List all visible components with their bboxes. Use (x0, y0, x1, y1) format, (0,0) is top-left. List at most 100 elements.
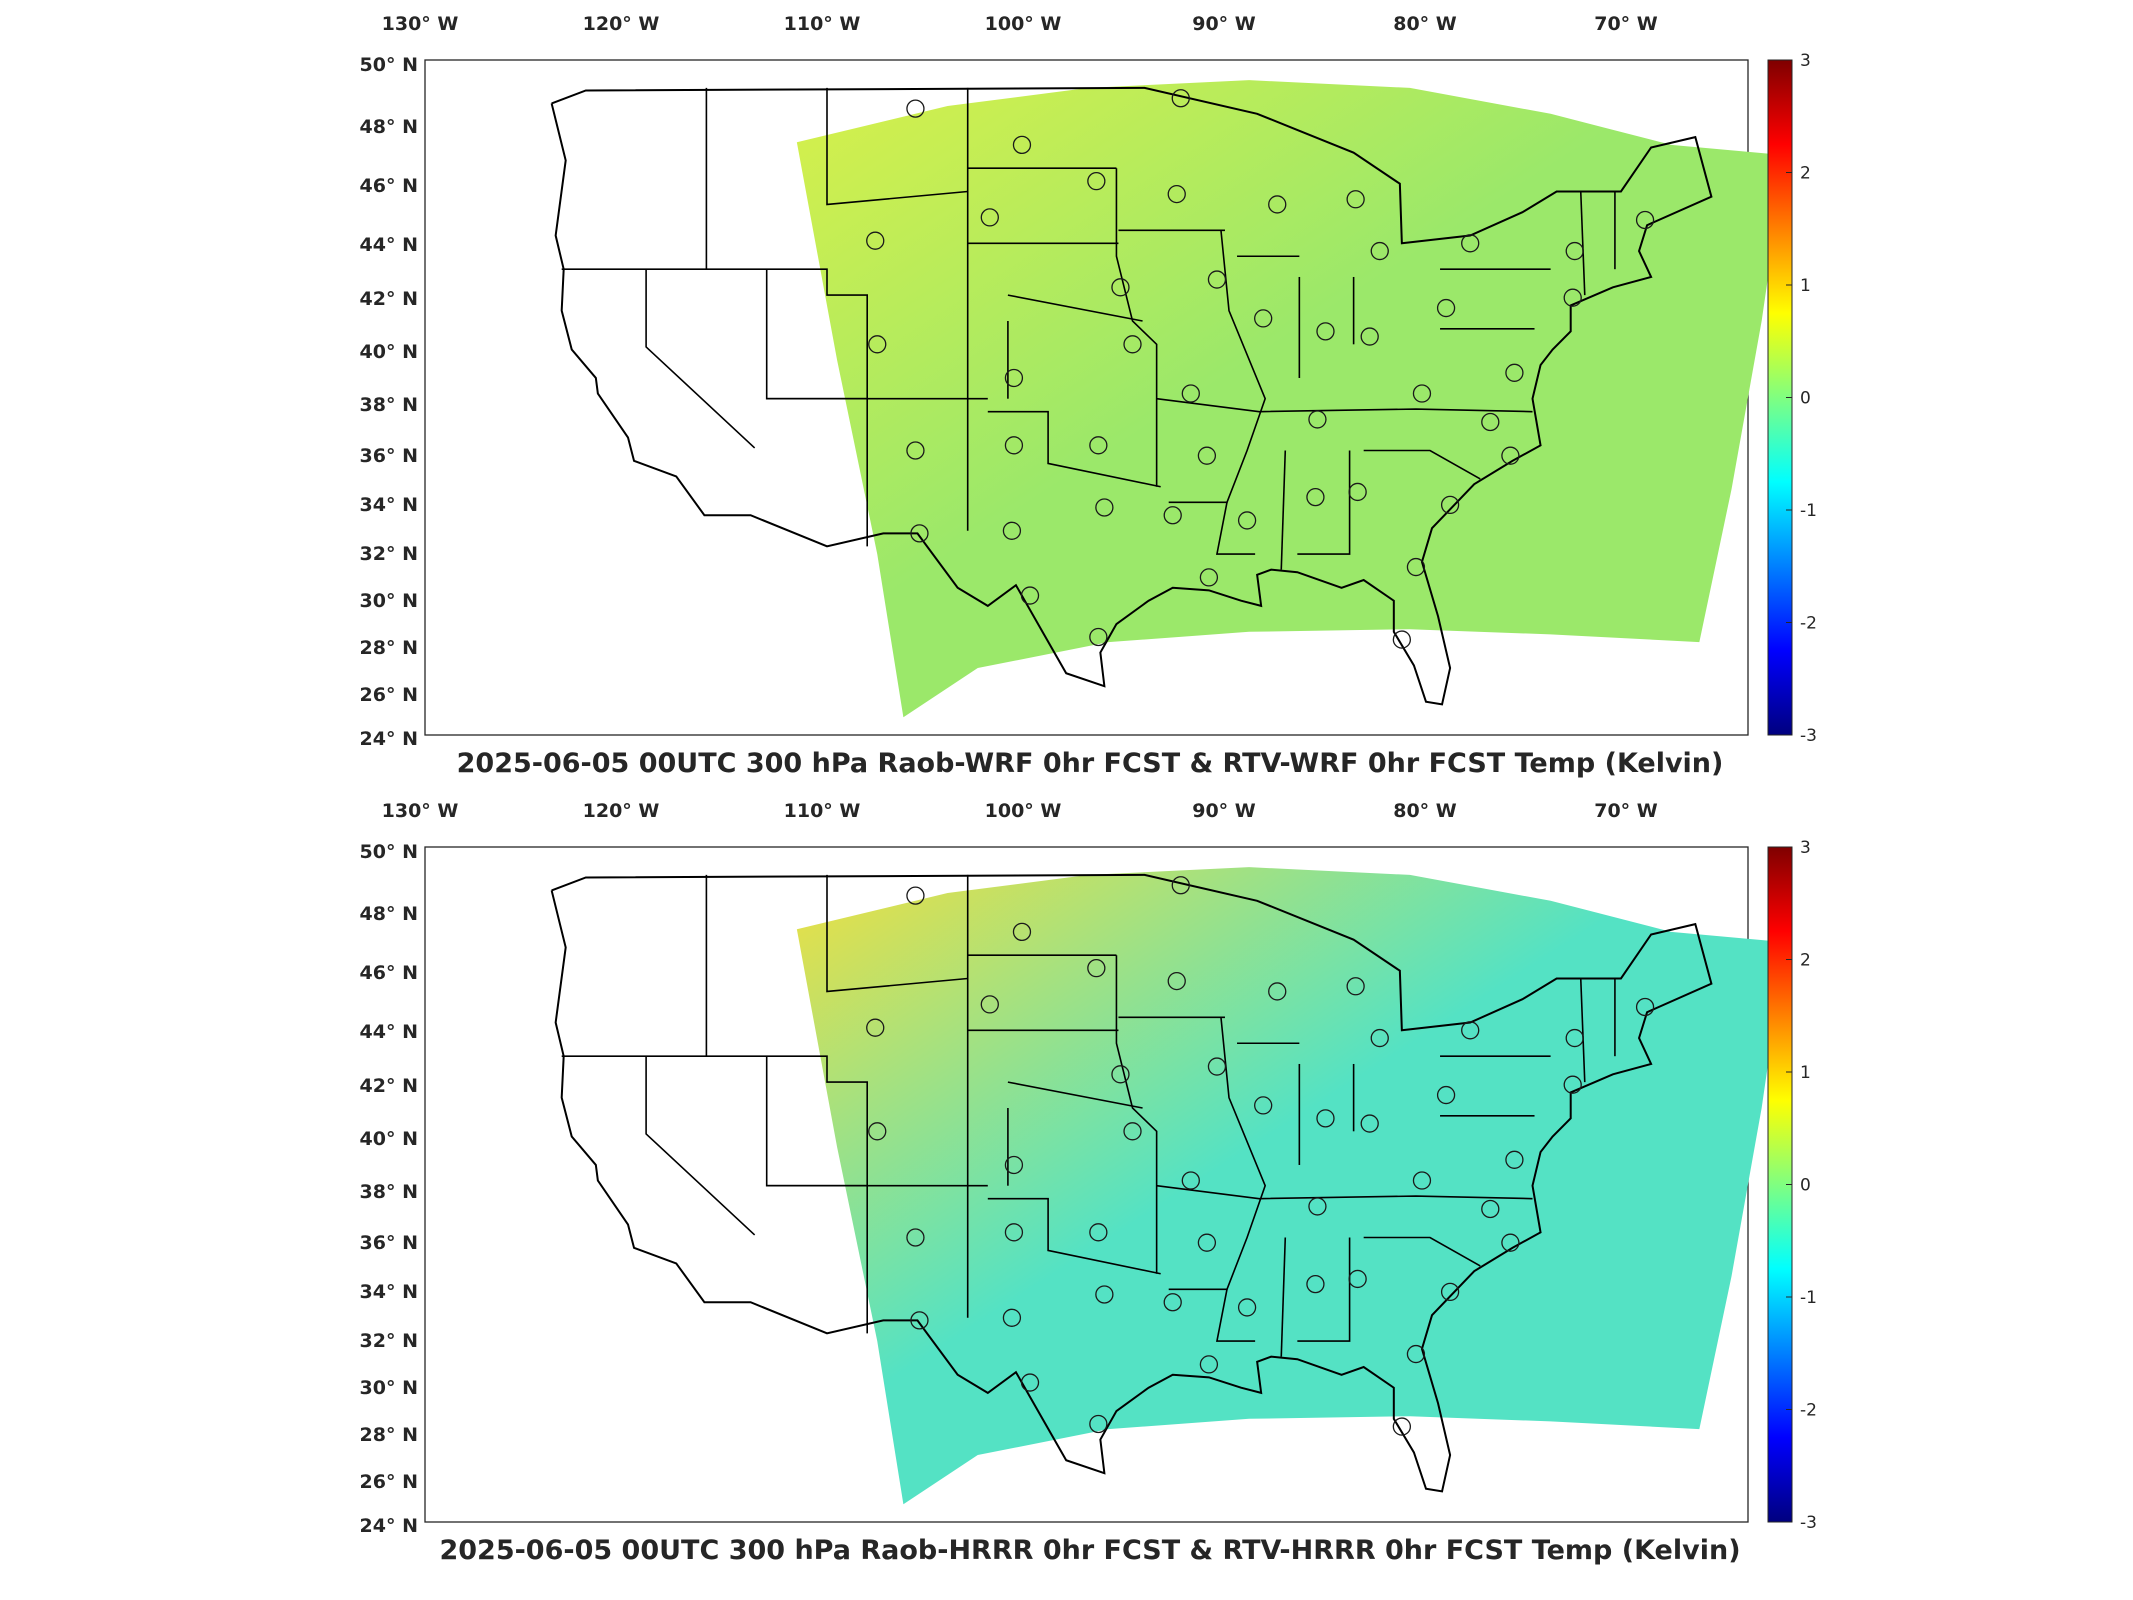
raob-station-marker (1111, 278, 1130, 297)
state-boundary (1156, 397, 1533, 413)
colorbar-tick-label: 1 (1800, 1063, 1811, 1083)
state-boundary (1280, 1237, 1287, 1357)
raob-station-marker (1237, 1298, 1257, 1317)
state-boundary (1168, 501, 1256, 555)
latitude-label: 26° N (360, 684, 418, 706)
longitude-label: 100° W (985, 800, 1062, 822)
raob-station-marker (1207, 270, 1227, 289)
raob-station-marker (868, 335, 887, 354)
coastline (550, 86, 1713, 706)
longitude-label: 100° W (985, 13, 1062, 35)
raob-station-marker (1004, 1223, 1024, 1242)
raob-station-marker (1089, 1223, 1108, 1242)
raob-station-marker (980, 208, 999, 227)
raob-station-marker (1412, 1171, 1432, 1190)
raob-station-marker (1306, 487, 1325, 507)
raob-station-marker (1346, 977, 1365, 996)
longitude-label: 120° W (583, 800, 660, 822)
raob-station-marker (1563, 288, 1582, 307)
state-boundary (645, 1056, 756, 1236)
raob-station-marker (1412, 384, 1432, 403)
latitude-label: 50° N (360, 841, 418, 863)
raob-station-marker (1095, 498, 1114, 517)
state-boundary (1115, 168, 1158, 487)
raob-station-marker (1436, 1085, 1456, 1105)
raob-station-marker (1505, 363, 1524, 382)
raob-station-marker (1207, 1057, 1227, 1076)
raob-station-marker (1360, 1114, 1379, 1133)
raob-station-marker (1481, 412, 1500, 432)
raob-station-marker (1089, 627, 1108, 647)
raob-station-marker (1635, 210, 1655, 230)
raob-station-marker (1171, 876, 1190, 895)
longitude-label: 90° W (1192, 800, 1256, 822)
raob-station-marker (1254, 1096, 1273, 1115)
raob-station-marker (1440, 1282, 1460, 1302)
latitude-label: 44° N (360, 234, 418, 256)
raob-station-marker (1181, 384, 1200, 403)
latitude-label: 46° N (360, 175, 418, 197)
latitude-label: 32° N (360, 1330, 418, 1352)
raob-station-marker (1268, 982, 1287, 1001)
raob-station-marker (1181, 1171, 1200, 1190)
state-boundary (1297, 1237, 1351, 1342)
latitude-label: 26° N (360, 1471, 418, 1493)
longitude-label: 130° W (382, 800, 459, 822)
latitude-label: 38° N (360, 1181, 418, 1203)
raob-station-marker (1346, 190, 1365, 209)
raob-station-marker (1012, 135, 1032, 155)
raob-station-marker (1089, 436, 1108, 455)
raob-station-marker (1002, 521, 1022, 540)
latitude-label: 24° N (360, 728, 418, 750)
raob-station-marker (1436, 298, 1456, 318)
raob-station-marker (1316, 322, 1335, 341)
raob-station-marker (1254, 309, 1273, 328)
map-canvas: 130° W 120° W 110° W 100° W 90° W 80° W 70° W 5… (360, 800, 1817, 1537)
raob-station-marker (906, 441, 925, 460)
colorbar-tick-label: 0 (1800, 389, 1811, 409)
state-boundary (826, 874, 968, 993)
raob-station-marker (1306, 1274, 1325, 1294)
raob-station-marker (1163, 1293, 1182, 1312)
state-boundary (1220, 1017, 1267, 1290)
latitude-label: 28° N (360, 637, 418, 659)
colorbar-tick-label: 2 (1800, 951, 1811, 971)
raob-station-marker (1123, 335, 1142, 354)
colorbar-tick-label: 0 (1800, 1176, 1811, 1196)
longitude-label: 80° W (1393, 13, 1457, 35)
raob-station-marker (1635, 997, 1655, 1017)
raob-station-marker (868, 1122, 887, 1141)
raob-station-marker (1348, 482, 1367, 502)
colorbar-tick-label: -2 (1800, 1401, 1817, 1421)
raob-station-marker (1308, 410, 1327, 429)
raob-station-marker (1089, 1414, 1108, 1434)
raob-station-marker (1197, 446, 1217, 465)
raob-station-marker (1505, 1150, 1524, 1169)
state-boundary (1115, 955, 1158, 1274)
raob-station-marker (1237, 511, 1257, 530)
state-boundary (1007, 294, 1143, 322)
raob-station-marker (1111, 1065, 1130, 1084)
temperature-difference-field (796, 867, 1786, 1505)
map-panel-top: 130° W 120° W 110° W 100° W 90° W 80° W 70° W 5… (0, 0, 2133, 790)
colorbar-tick-label: 1 (1800, 276, 1811, 296)
longitude-label: 110° W (784, 13, 861, 35)
state-boundary (987, 1197, 1161, 1275)
colorbar-tick-label: -1 (1800, 1288, 1817, 1308)
state-boundary (1579, 191, 1586, 296)
latitude-label: 32° N (360, 543, 418, 565)
latitude-label: 42° N (360, 288, 418, 310)
state-boundary (1007, 1081, 1143, 1109)
raob-station-marker (910, 524, 929, 543)
map-panel-bottom: 130° W 120° W 110° W 100° W 90° W 80° W 70° W 5… (0, 787, 2133, 1577)
state-boundary (987, 410, 1161, 488)
raob-station-marker (1199, 1355, 1219, 1374)
latitude-label: 24° N (360, 1515, 418, 1537)
colorbar-tick-label: 2 (1800, 164, 1811, 184)
temperature-difference-field (796, 80, 1786, 718)
colorbar-tick-label: -1 (1800, 501, 1817, 521)
raob-station-marker (1360, 327, 1379, 346)
map-title: 2025-06-05 00UTC 300 hPa Raob-HRRR 0hr F… (439, 1535, 1741, 1566)
longitude-label: 110° W (784, 800, 861, 822)
colorbar-tick-label: 3 (1800, 838, 1811, 858)
